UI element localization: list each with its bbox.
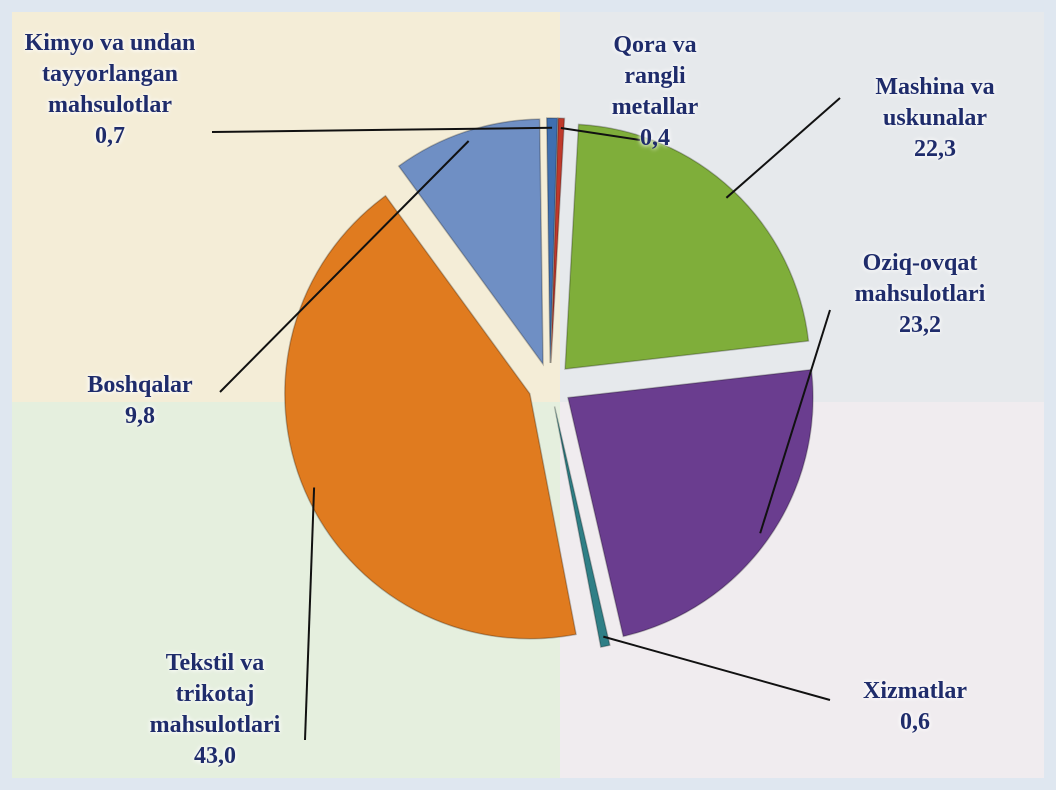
category-label: Tekstil va trikotaj mahsulotlari (149, 650, 281, 738)
leader-line (759, 309, 831, 534)
slice-label: Tekstil va trikotaj mahsulotlari 43,0 (130, 648, 300, 772)
slice-label: Kimyo va undan tayyorlangan mahsulotlar 0… (3, 28, 218, 152)
leader-line (603, 635, 831, 701)
slice-label: Boshqalar 9,8 (55, 370, 225, 432)
slice-label: Mashina va uskunalar 22,3 (840, 72, 1030, 165)
pie-slice (284, 194, 577, 640)
pie-slice (553, 406, 611, 648)
value-label: 0,4 (640, 125, 670, 151)
value-label: 9,8 (125, 403, 155, 429)
leader-line (211, 126, 553, 133)
value-label: 43,0 (194, 743, 236, 769)
slice-label: Xizmatlar 0,6 (830, 676, 1000, 738)
category-label: Kimyo va undan tayyorlangan mahsulotlar (24, 30, 196, 118)
pie-slice (550, 117, 566, 364)
pie-slice (567, 368, 814, 638)
slice-label: Qora va rangli metallar 0,4 (595, 30, 715, 154)
category-label: Oziq-ovqat mahsulotlari (854, 250, 986, 307)
value-label: 0,7 (95, 123, 125, 149)
leader-line (304, 487, 316, 741)
leader-line (219, 140, 470, 393)
slice-label: Oziq-ovqat mahsulotlari 23,2 (825, 248, 1015, 341)
pie-slice (545, 117, 559, 364)
value-label: 0,6 (900, 709, 930, 735)
category-label: Mashina va uskunalar (875, 74, 995, 131)
value-label: 23,2 (899, 312, 941, 338)
value-label: 22,3 (914, 136, 956, 162)
category-label: Boshqalar (87, 372, 193, 398)
category-label: Qora va rangli metallar (611, 32, 699, 120)
pie-slice (397, 118, 544, 367)
leader-line (560, 127, 641, 141)
category-label: Xizmatlar (863, 678, 967, 704)
leader-line (725, 97, 841, 199)
